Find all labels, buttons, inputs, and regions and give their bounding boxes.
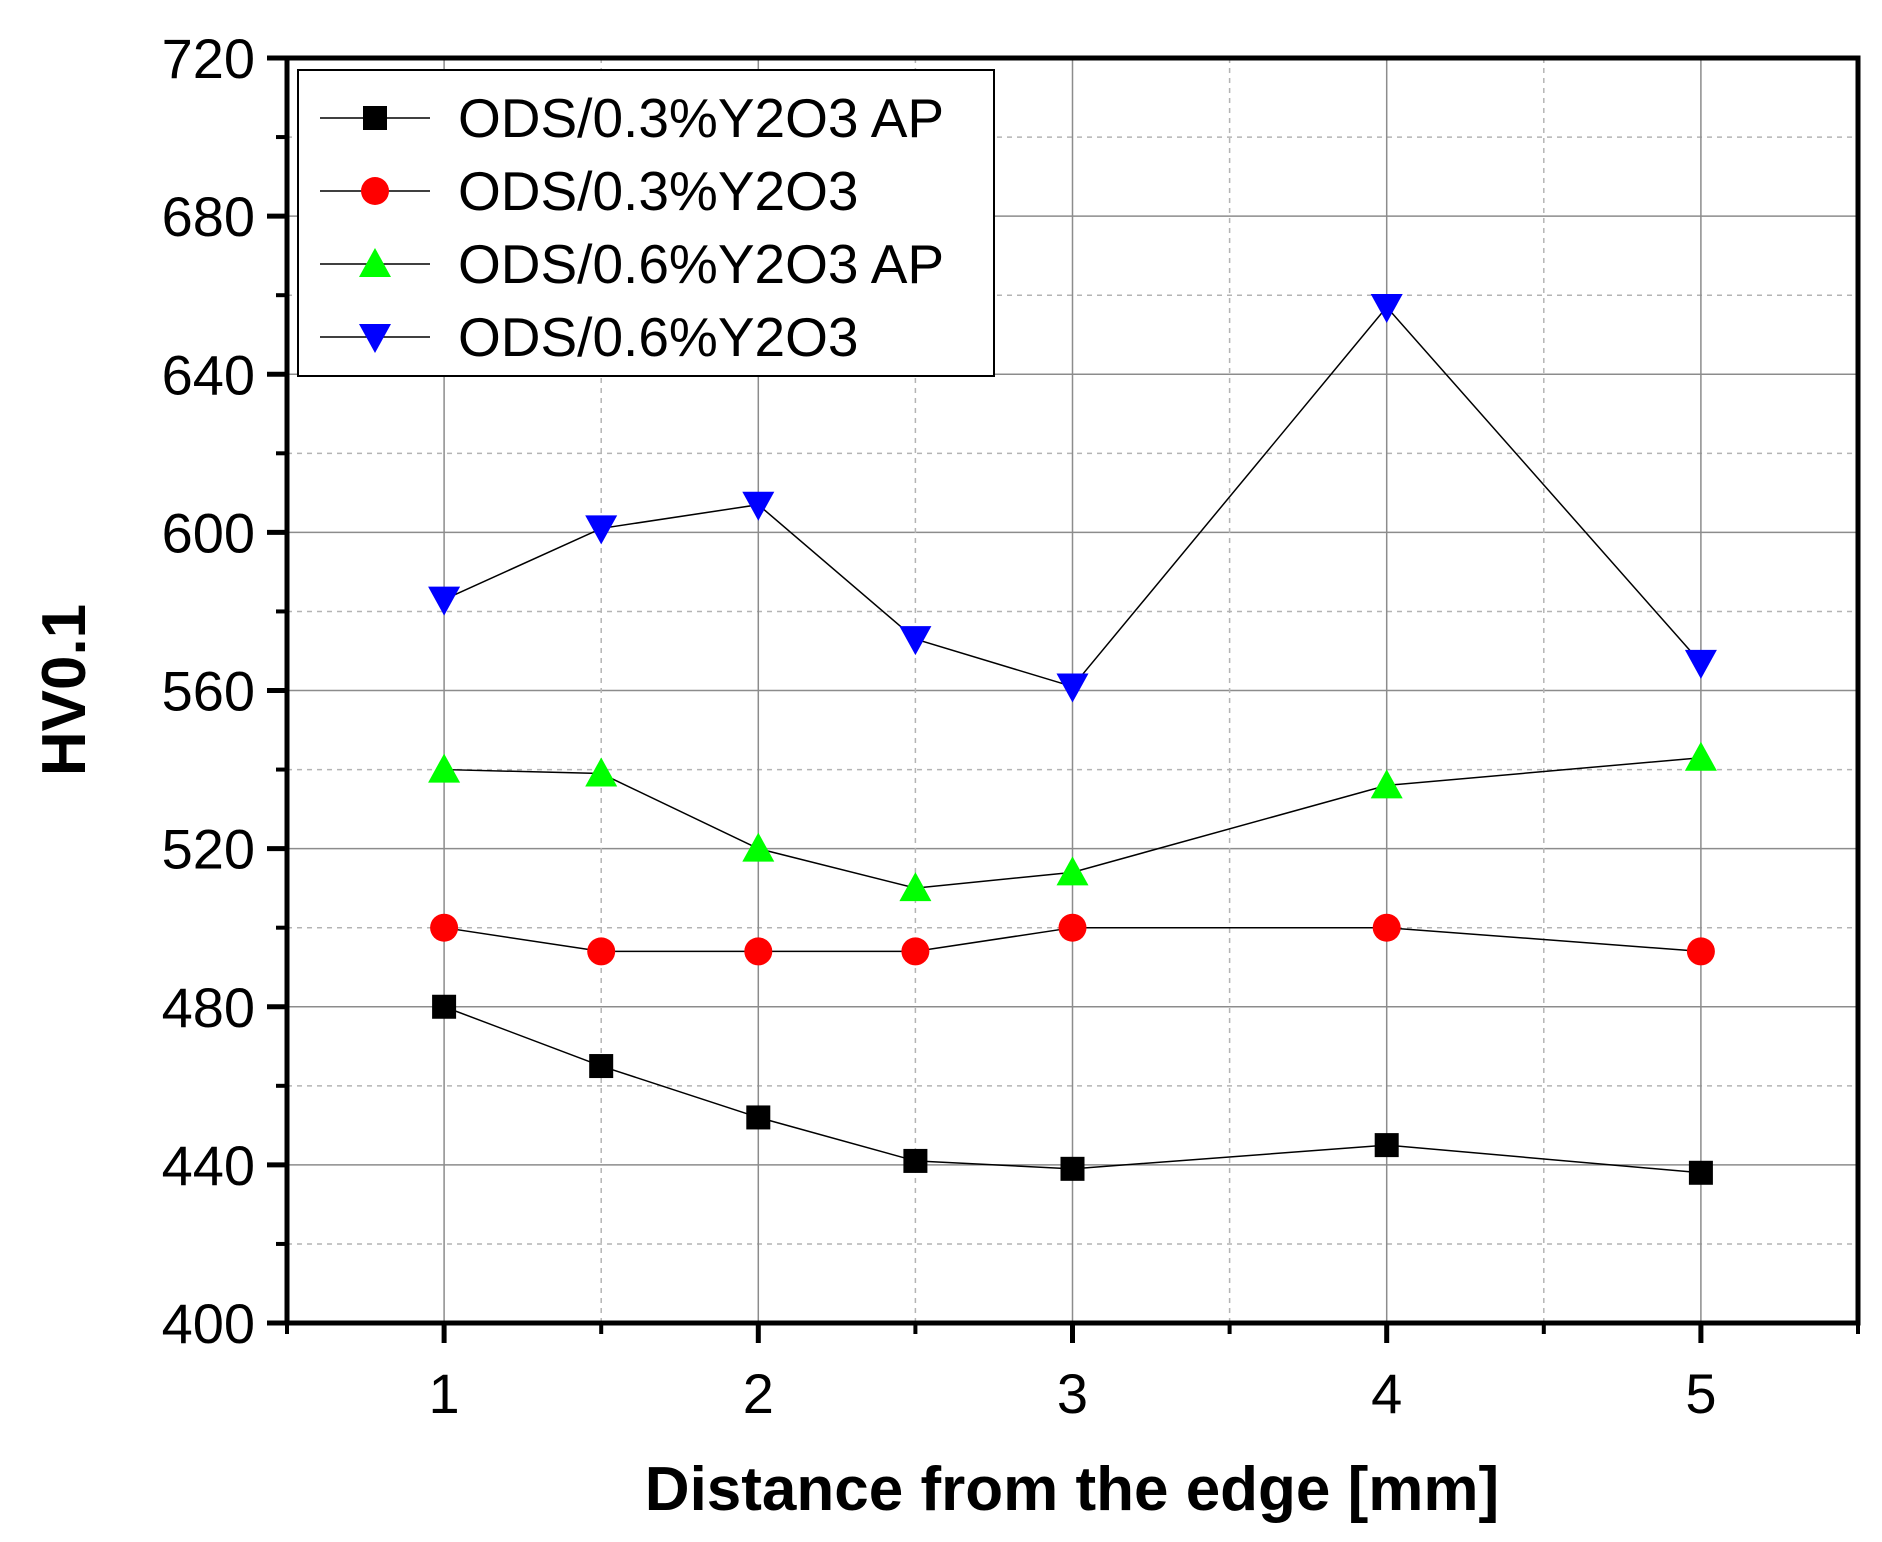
data-point-s2-p0 xyxy=(428,753,461,783)
data-point-s2-p3 xyxy=(899,872,932,902)
data-point-s2-p4 xyxy=(1056,856,1089,886)
data-point-s2-p6 xyxy=(1684,741,1717,771)
data-point-s3-p5 xyxy=(1370,294,1403,324)
data-point-s0-p4 xyxy=(1060,1156,1085,1181)
legend-marker-0 xyxy=(363,106,387,130)
data-point-s2-p1 xyxy=(585,757,618,787)
legend-label-0: ODS/0.3%Y2O3 AP xyxy=(458,87,944,149)
data-point-s3-p4 xyxy=(1056,673,1089,703)
legend-marker-1 xyxy=(361,177,389,205)
x-axis-title: Distance from the edge [mm] xyxy=(645,1455,1499,1524)
x-tick-label-1: 1 xyxy=(429,1362,460,1425)
data-point-s0-p5 xyxy=(1374,1133,1399,1158)
y-tick-label-720: 720 xyxy=(162,27,255,90)
data-point-s1-p4 xyxy=(1058,913,1087,942)
legend-label-3: ODS/0.6%Y2O3 xyxy=(458,306,858,368)
data-point-s1-p5 xyxy=(1372,913,1401,942)
axis-ticks xyxy=(267,55,1860,1343)
data-point-s0-p1 xyxy=(589,1054,614,1079)
x-tick-label-2: 2 xyxy=(743,1362,774,1425)
y-tick-label-520: 520 xyxy=(162,818,255,881)
y-tick-labels: 400 440 480 520 560 600 640 680 720 xyxy=(162,27,255,1355)
y-tick-label-600: 600 xyxy=(162,501,255,564)
y-tick-label-440: 440 xyxy=(162,1134,255,1197)
data-point-s1-p6 xyxy=(1686,937,1715,966)
y-axis-title: HV0.1 xyxy=(30,604,99,776)
data-point-s3-p6 xyxy=(1684,649,1717,679)
data-point-s0-p2 xyxy=(746,1105,771,1130)
data-point-s0-p3 xyxy=(903,1148,928,1173)
legend: ODS/0.3%Y2O3 AP ODS/0.3%Y2O3 ODS/0.6%Y2O3 … xyxy=(297,69,995,377)
data-point-s1-p1 xyxy=(587,937,616,966)
y-tick-label-640: 640 xyxy=(162,343,255,406)
y-tick-label-680: 680 xyxy=(162,185,255,248)
data-point-s1-p0 xyxy=(430,913,459,942)
data-point-s2-p5 xyxy=(1370,769,1403,799)
data-point-s1-p2 xyxy=(744,937,773,966)
legend-label-1: ODS/0.3%Y2O3 xyxy=(458,160,858,222)
data-point-s0-p6 xyxy=(1688,1160,1713,1185)
data-point-s2-p2 xyxy=(742,832,775,862)
legend-marker-2 xyxy=(359,248,391,277)
legend-box xyxy=(297,69,995,377)
y-tick-label-560: 560 xyxy=(162,660,255,723)
legend-items: ODS/0.3%Y2O3 AP ODS/0.3%Y2O3 ODS/0.6%Y2O3 … xyxy=(320,87,944,368)
y-tick-label-480: 480 xyxy=(162,976,255,1039)
x-tick-label-3: 3 xyxy=(1057,1362,1088,1425)
y-tick-label-400: 400 xyxy=(162,1292,255,1355)
data-point-s3-p3 xyxy=(899,626,932,656)
data-point-s1-p3 xyxy=(901,937,930,966)
data-point-s3-p1 xyxy=(585,515,618,545)
x-tick-labels: 1 2 3 4 5 xyxy=(429,1362,1717,1425)
data-point-s0-p0 xyxy=(432,994,457,1019)
legend-label-2: ODS/0.6%Y2O3 AP xyxy=(458,233,944,295)
x-tick-label-5: 5 xyxy=(1685,1362,1716,1425)
legend-marker-3 xyxy=(359,324,391,353)
data-point-s3-p2 xyxy=(742,491,775,521)
x-tick-label-4: 4 xyxy=(1371,1362,1402,1425)
series-markers xyxy=(428,294,1717,1185)
data-point-s3-p0 xyxy=(428,586,461,616)
